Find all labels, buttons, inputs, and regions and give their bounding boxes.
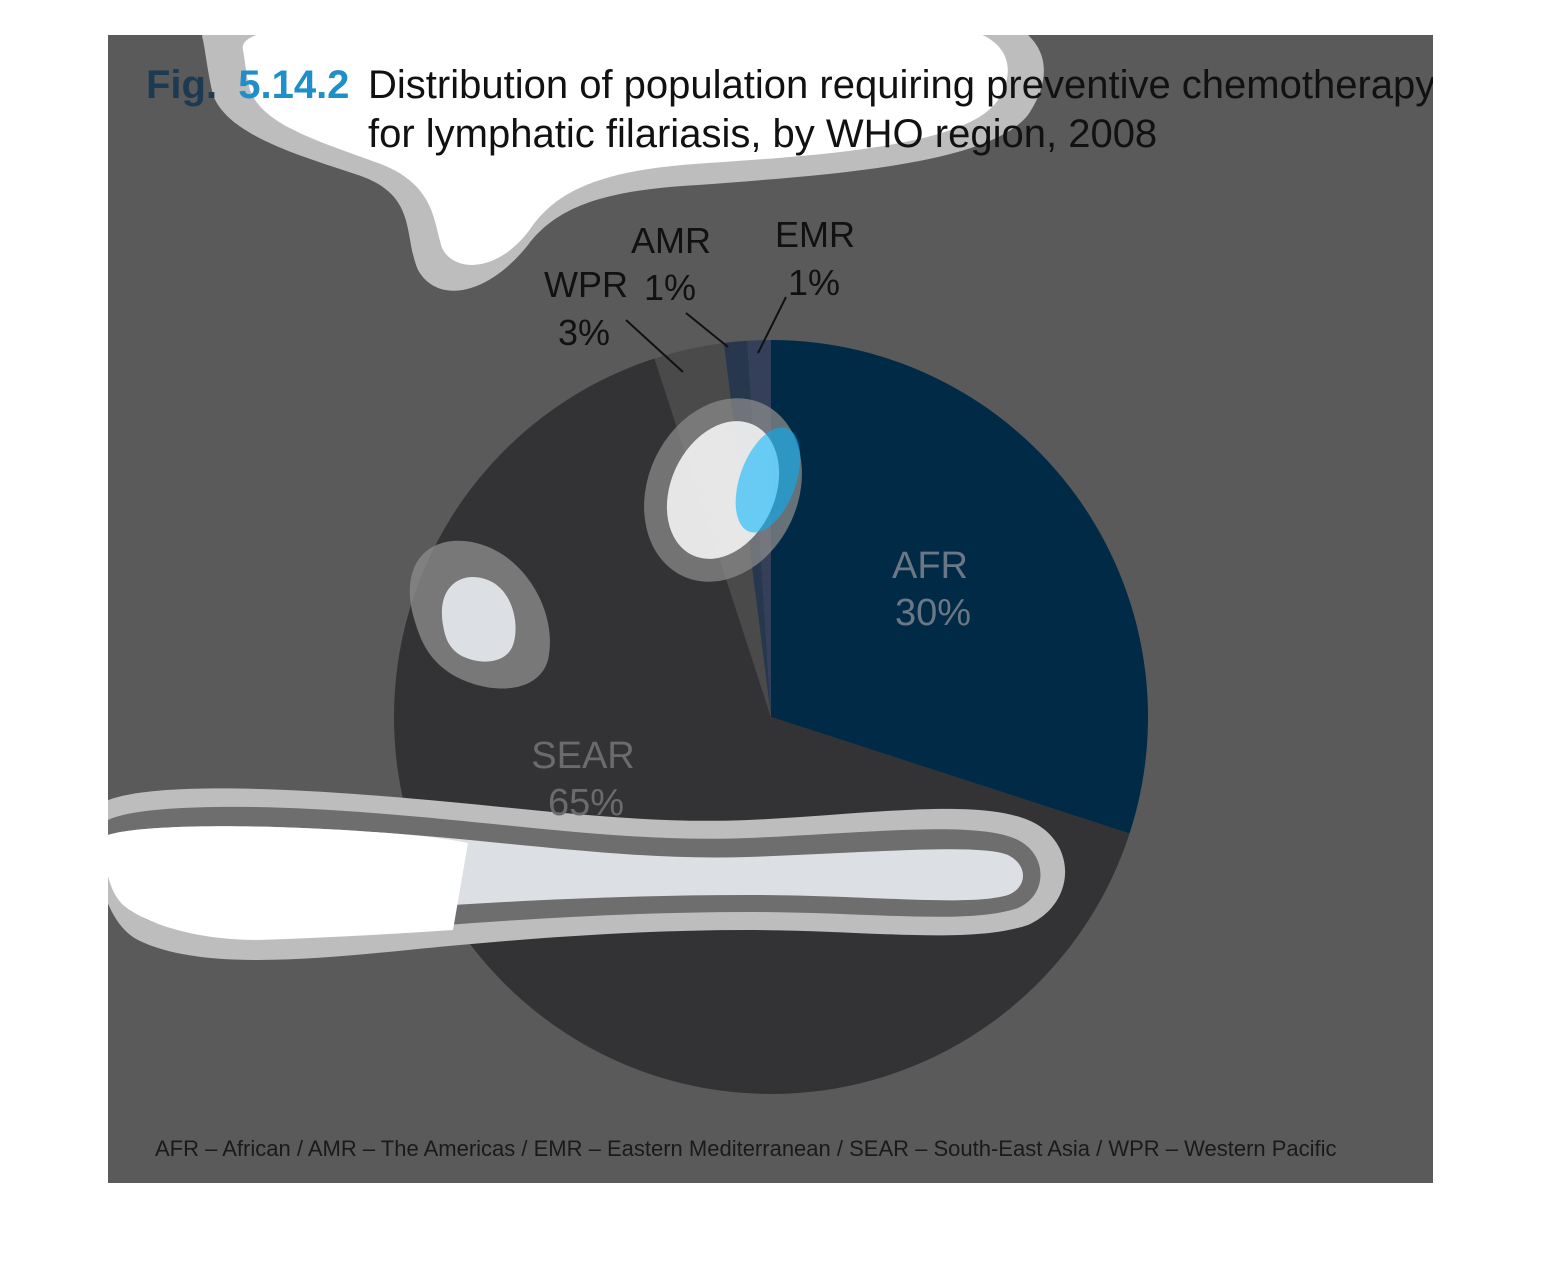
callout-value-amr: 1% (644, 267, 696, 308)
figure-number-prefix: Fig. (146, 63, 217, 107)
slice-value-sear: 65% (548, 782, 624, 824)
callout-value-emr: 1% (788, 262, 840, 303)
title-line-1: Distribution of population requiring pre… (368, 63, 1433, 107)
pie-chart: AFR 30% SEAR 65% WPR 3% AMR 1% EMR 1% Fi… (108, 35, 1433, 1161)
overlay-blob-pie-left (409, 540, 550, 689)
overlay-blob-bottom (108, 788, 1066, 960)
callout-wpr: WPR 3% (544, 264, 684, 373)
pie-label-sear: SEAR 65% (531, 735, 634, 824)
callout-label-amr: AMR (631, 220, 711, 261)
callout-label-emr: EMR (775, 214, 855, 255)
pie-label-afr: AFR 30% (892, 545, 971, 634)
leader-line-wpr (625, 319, 684, 373)
overlay-blob-pie-top (644, 398, 802, 582)
chart-panel: AFR 30% SEAR 65% WPR 3% AMR 1% EMR 1% Fi… (108, 35, 1433, 1183)
callout-amr: AMR 1% (631, 220, 729, 348)
svg-text:Fig. 5.14.2: Fig. 5.14.2 (146, 63, 349, 107)
callout-emr: EMR 1% (757, 214, 855, 354)
title-line-2: for lymphatic filariasis, by WHO region,… (368, 112, 1157, 156)
slice-label-sear: SEAR (531, 735, 634, 777)
overlay-blob-top (202, 35, 1044, 291)
pie-slice-afr (771, 340, 1149, 834)
figure-number: 5.14.2 (238, 63, 349, 107)
slice-value-afr: 30% (895, 592, 971, 634)
callout-value-wpr: 3% (558, 312, 610, 353)
figure-title: Fig. 5.14.2 Distribution of population r… (146, 63, 1433, 156)
slice-label-afr: AFR (892, 545, 968, 587)
footnote: AFR – African / AMR – The Americas / EMR… (155, 1136, 1337, 1161)
leader-line-emr (757, 296, 787, 354)
leader-line-amr (685, 312, 729, 348)
callout-label-wpr: WPR (544, 264, 628, 305)
